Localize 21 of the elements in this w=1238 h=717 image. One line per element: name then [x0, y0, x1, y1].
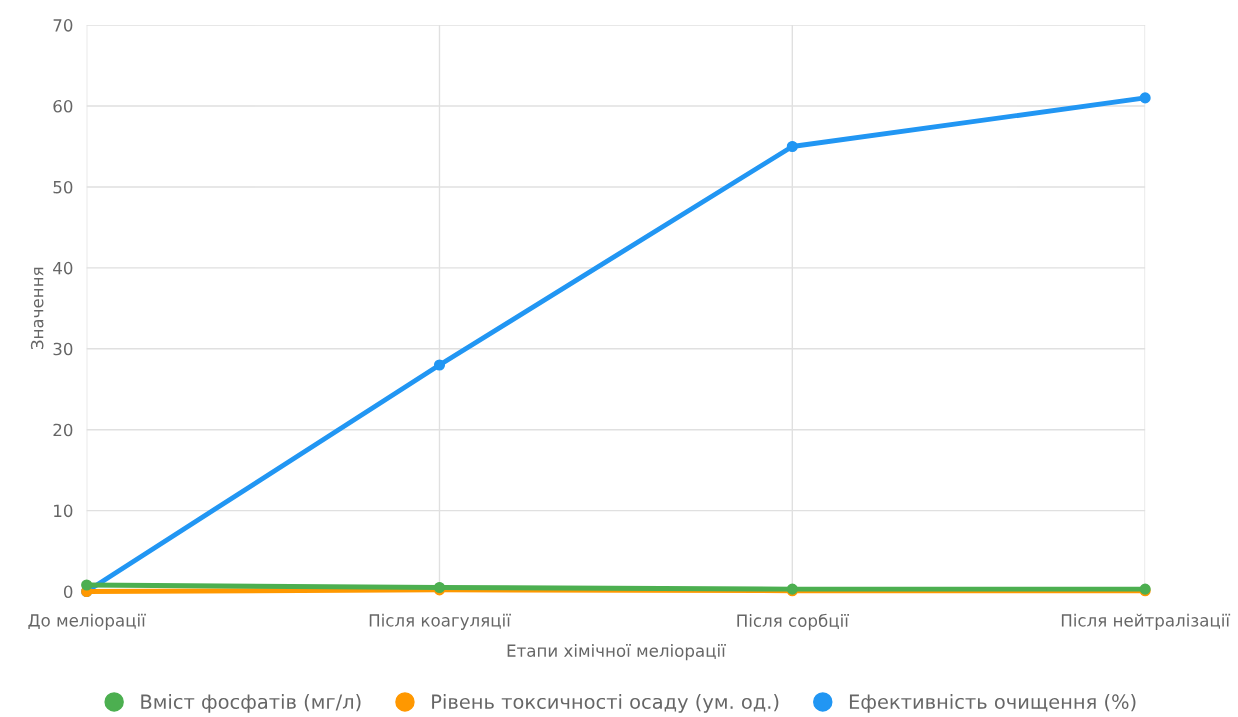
point: [1139, 92, 1151, 104]
x-axis-title: Етапи хімічної меліорації: [507, 644, 726, 661]
point: [81, 579, 93, 591]
y-tick-label: 20: [53, 423, 73, 437]
y-tick-label: 40: [53, 261, 73, 275]
legend-label: Ефективність очищення (%): [849, 693, 1136, 713]
y-tick-label: 0: [63, 585, 73, 599]
y-tick-label: 30: [53, 342, 73, 356]
y-axis-title: Значення: [30, 267, 44, 350]
x-tick-label: Після сорбції: [737, 613, 849, 631]
y-tick-label: 50: [53, 180, 73, 194]
y-tick-label: 10: [54, 504, 73, 518]
x-tick-label: Після нейтралізації: [1061, 613, 1231, 630]
y-tick-label: 60: [53, 99, 73, 113]
point: [786, 140, 798, 153]
y-tick-label: 70: [53, 19, 73, 32]
legend-label: Рівень токсичності осаду (ум. од.): [432, 693, 779, 713]
point: [433, 359, 446, 371]
legend-label: Вміст фосфатів (мг/л): [141, 693, 361, 713]
x-tick-label: До меліорації: [28, 613, 146, 630]
x-tick-label: Після коагуляції: [369, 613, 511, 630]
